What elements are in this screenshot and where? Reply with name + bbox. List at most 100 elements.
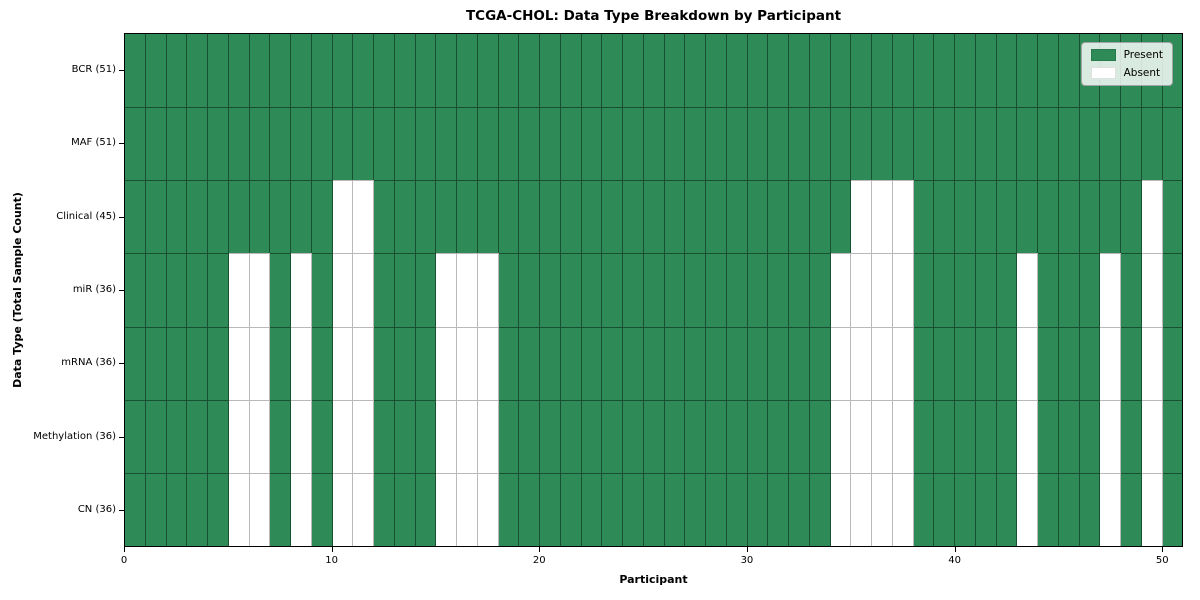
heatmap-cell: [830, 399, 852, 473]
x-tick-label: 0: [120, 555, 128, 566]
heatmap-cell: [975, 472, 997, 546]
heatmap-cell: [477, 472, 499, 546]
heatmap-cell: [809, 399, 831, 473]
heatmap-cell: [581, 326, 603, 400]
heatmap-cell: [249, 107, 271, 181]
heatmap-cell: [166, 472, 188, 546]
heatmap-cell: [955, 253, 976, 327]
heatmap-cell: [1100, 472, 1121, 546]
heatmap-cell: [145, 253, 167, 327]
heatmap-cell: [892, 180, 914, 254]
legend-swatch: [1090, 49, 1116, 61]
heatmap-cell: [955, 34, 976, 108]
heatmap-cell: [685, 399, 706, 473]
heatmap-cell: [768, 399, 789, 473]
heatmap-cell: [415, 326, 437, 400]
heatmap-cell: [228, 180, 250, 254]
heatmap-cell: [581, 180, 603, 254]
heatmap-cell: [934, 34, 955, 108]
heatmap-cell: [602, 34, 623, 108]
heatmap-cell: [726, 472, 748, 546]
heatmap-cell: [664, 253, 686, 327]
heatmap-cell: [560, 326, 582, 400]
heatmap-cell: [374, 180, 395, 254]
heatmap-cell: [643, 34, 665, 108]
x-tick-label: 30: [740, 555, 754, 566]
heatmap-cell: [602, 326, 623, 400]
heatmap-cell: [892, 399, 914, 473]
heatmap-cell: [602, 107, 623, 181]
heatmap-cell: [975, 399, 997, 473]
heatmap-cell: [560, 253, 582, 327]
heatmap-cell: [415, 472, 437, 546]
heatmap-cell: [457, 399, 478, 473]
heatmap-cell: [623, 253, 644, 327]
heatmap-cell: [1038, 472, 1059, 546]
heatmap-cell: [394, 107, 416, 181]
heatmap-cell: [311, 34, 333, 108]
heatmap-cell: [581, 34, 603, 108]
heatmap-cell: [353, 326, 374, 400]
heatmap-cell: [1038, 180, 1059, 254]
x-tick-mark: [124, 547, 125, 552]
heatmap-cell: [374, 253, 395, 327]
heatmap-cell: [353, 253, 374, 327]
heatmap-cell: [519, 326, 540, 400]
heatmap-cell: [374, 399, 395, 473]
heatmap-cell: [809, 107, 831, 181]
heatmap-cell: [498, 253, 520, 327]
heatmap-cell: [519, 253, 540, 327]
heatmap-row: [125, 107, 1183, 181]
heatmap-cell: [643, 472, 665, 546]
heatmap-row: [125, 399, 1183, 473]
heatmap-cell: [1038, 253, 1059, 327]
heatmap-cell: [477, 34, 499, 108]
heatmap-cell: [457, 107, 478, 181]
heatmap-cell: [789, 472, 810, 546]
heatmap-cell: [851, 107, 872, 181]
heatmap-cell: [789, 34, 810, 108]
heatmap-cell: [145, 34, 167, 108]
heatmap-cell: [768, 326, 789, 400]
heatmap-cell: [498, 326, 520, 400]
heatmap-cell: [643, 326, 665, 400]
heatmap-cell: [249, 399, 271, 473]
heatmap-cell: [560, 180, 582, 254]
heatmap-cell: [747, 107, 769, 181]
y-tick-label: miR (36): [72, 284, 116, 295]
x-axis-label: Participant: [619, 573, 688, 586]
heatmap-cell: [685, 472, 706, 546]
heatmap-cell: [1058, 472, 1080, 546]
heatmap-cell: [955, 180, 976, 254]
heatmap-cell: [602, 399, 623, 473]
heatmap-cell: [291, 472, 312, 546]
heatmap-cell: [1121, 107, 1142, 181]
heatmap-cell: [892, 107, 914, 181]
heatmap-cell: [187, 326, 208, 400]
chart-title: TCGA-CHOL: Data Type Breakdown by Partic…: [465, 8, 842, 24]
heatmap-cell: [270, 107, 291, 181]
heatmap-cell: [955, 472, 976, 546]
heatmap-cell: [706, 253, 727, 327]
heatmap-cell: [311, 253, 333, 327]
heatmap-cell: [187, 472, 208, 546]
heatmap-cell: [934, 253, 955, 327]
heatmap-cell: [332, 326, 354, 400]
heatmap-cell: [249, 472, 271, 546]
heatmap-cell: [166, 253, 188, 327]
heatmap-row: [125, 253, 1183, 327]
heatmap-cell: [415, 180, 437, 254]
heatmap-cell: [1038, 326, 1059, 400]
heatmap-cell: [1058, 180, 1080, 254]
x-tick-label: 40: [948, 555, 961, 566]
heatmap-cell: [353, 180, 374, 254]
heatmap-cell: [1100, 399, 1121, 473]
heatmap-cell: [706, 107, 727, 181]
heatmap-row: [125, 180, 1183, 254]
heatmap-cell: [1141, 326, 1163, 400]
heatmap-cell: [975, 107, 997, 181]
heatmap-cell: [291, 326, 312, 400]
heatmap-cell: [934, 107, 955, 181]
heatmap-cell: [830, 180, 852, 254]
heatmap-cell: [747, 399, 769, 473]
